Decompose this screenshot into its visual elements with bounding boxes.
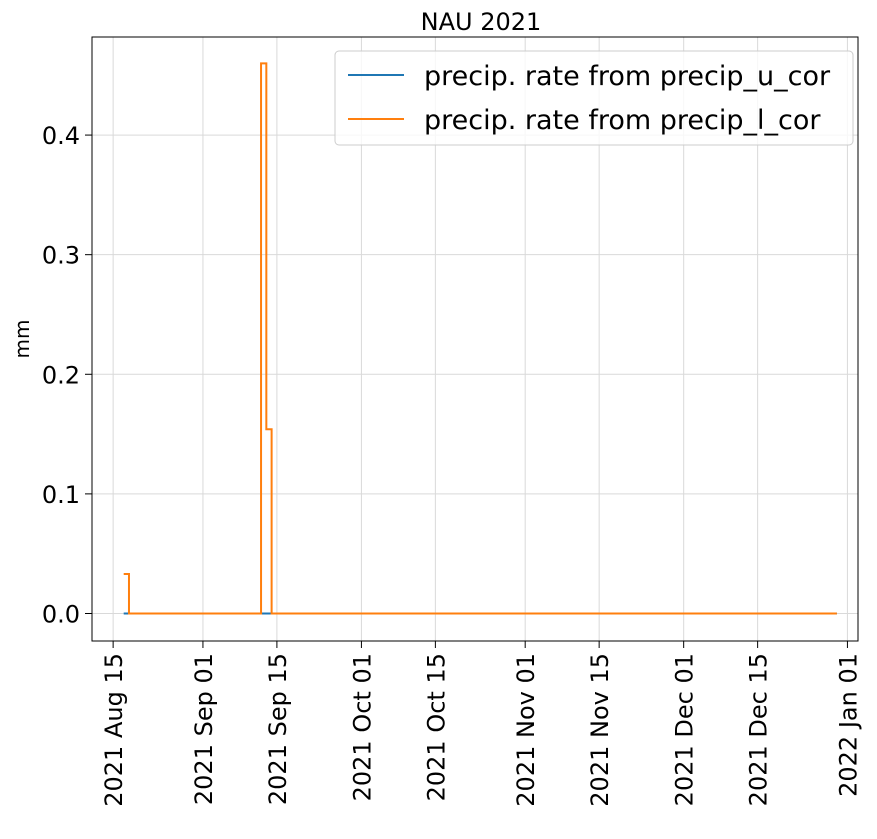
y-tick-label: 0.3 [42,242,80,270]
x-tick-label: 2021 Dec 15 [745,653,773,806]
legend: precip. rate from precip_u_cor precip. r… [334,50,854,146]
legend-label-u-cor: precip. rate from precip_u_cor [424,61,831,92]
legend-box [334,50,854,146]
y-axis-label: mm [10,320,34,359]
y-tick-label: 0.1 [42,481,80,509]
y-tick-label: 0.4 [42,122,80,150]
series-group [123,62,837,615]
x-tick-label: 2021 Oct 15 [422,653,450,801]
x-tick-label: 2021 Aug 15 [100,653,128,807]
x-tick-label: 2021 Sep 15 [264,653,292,805]
x-tick-label: 2021 Nov 01 [512,653,540,807]
chart-title: NAU 2021 [421,8,542,36]
y-axis: 0.0 0.1 0.2 0.3 0.4 [42,122,92,628]
y-tick-label: 0.0 [42,600,80,628]
y-tick-label: 0.2 [42,361,80,389]
x-axis: 2021 Aug 15 2021 Sep 01 2021 Sep 15 2021 Oc… [100,641,862,807]
x-tick-label: 2021 Dec 01 [671,653,699,806]
legend-label-l-cor: precip. rate from precip_l_cor [424,105,821,136]
x-tick-label: 2022 Jan 01 [834,653,862,797]
x-tick-label: 2021 Sep 01 [190,653,218,805]
x-tick-label: 2021 Nov 15 [586,653,614,807]
series-line-l-cor [123,62,837,615]
x-tick-label: 2021 Oct 01 [348,653,376,801]
plot-frame [91,36,859,642]
